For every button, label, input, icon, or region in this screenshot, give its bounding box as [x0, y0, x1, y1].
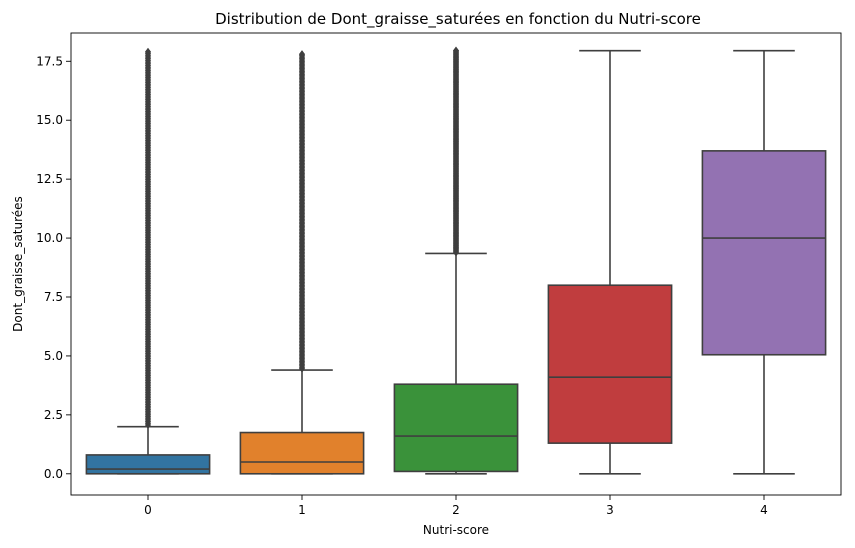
x-tick-label: 2	[452, 503, 460, 517]
y-tick-label: 0.0	[44, 467, 63, 481]
x-tick-label: 0	[144, 503, 152, 517]
y-tick-label: 15.0	[36, 113, 63, 127]
x-tick-label: 4	[760, 503, 768, 517]
box-group-0	[85, 47, 211, 475]
box-4	[701, 150, 827, 356]
x-axis: 0 1 2 3 4	[144, 495, 768, 517]
box-2	[393, 383, 519, 473]
y-tick-label: 2.5	[44, 408, 63, 422]
outlier-point	[145, 47, 151, 56]
outliers-2	[453, 46, 459, 257]
outliers-1	[299, 50, 305, 373]
box-1	[239, 431, 365, 475]
axes-frame	[70, 32, 842, 496]
box-group-3	[547, 49, 673, 475]
y-axis-label: Dont_graisse_saturées	[11, 196, 25, 332]
box-group-2	[393, 46, 519, 475]
y-tick-label: 17.5	[36, 54, 63, 68]
x-tick-label: 3	[606, 503, 614, 517]
y-axis: 0.0 2.5 5.0 7.5 10.0 12.5 15.0 17.5	[36, 54, 71, 481]
box-3	[547, 284, 673, 444]
outlier-point	[453, 46, 459, 55]
box-group-1	[239, 50, 365, 475]
x-axis-label: Nutri-score	[423, 523, 489, 537]
outlier-point	[299, 50, 305, 59]
chart-title: Distribution de Dont_graisse_saturées en…	[215, 10, 701, 29]
y-tick-label: 7.5	[44, 290, 63, 304]
box-0	[85, 454, 211, 475]
box-group-4	[701, 49, 827, 475]
x-tick-label: 1	[298, 503, 306, 517]
plot-area	[85, 46, 827, 475]
y-tick-label: 12.5	[36, 172, 63, 186]
y-tick-label: 5.0	[44, 349, 63, 363]
outliers-0	[145, 47, 151, 429]
y-tick-label: 10.0	[36, 231, 63, 245]
